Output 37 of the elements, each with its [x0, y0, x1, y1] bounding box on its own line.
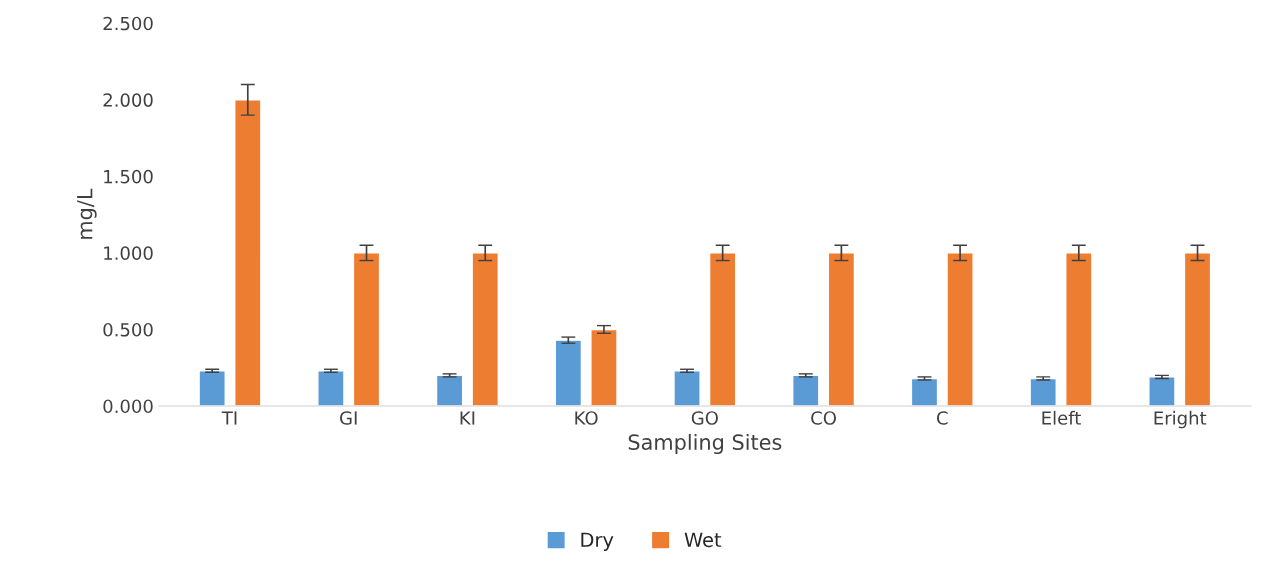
- x-tick-label: C: [936, 411, 948, 425]
- bar: [590, 328, 618, 406]
- legend-label: Dry: [581, 532, 614, 551]
- bar: [946, 252, 974, 406]
- x-tick-label: KO: [575, 411, 598, 425]
- bar: [352, 252, 381, 406]
- x-axis-title: Sampling Sites: [628, 433, 782, 455]
- legend-label: Wet: [684, 532, 722, 548]
- y-tick-label: 0.500: [103, 322, 153, 337]
- bar: [1183, 252, 1212, 406]
- bar: [827, 252, 856, 406]
- bar: [234, 99, 262, 406]
- x-tick-label: TI: [221, 411, 237, 425]
- y-tick-label: 2.000: [103, 93, 153, 107]
- bar: [910, 377, 939, 406]
- bar: [673, 370, 701, 406]
- x-tick-label: Eright: [1154, 410, 1207, 429]
- y-axis-title: mg/L: [77, 188, 97, 239]
- y-tick-label: 1.500: [104, 169, 153, 184]
- bar: [792, 374, 820, 406]
- x-tick-label: GO: [691, 411, 718, 425]
- bar: [198, 370, 226, 406]
- x-tick-label: Eleft: [1042, 410, 1081, 425]
- y-tick-label: 1.000: [104, 246, 153, 260]
- bar: [1148, 376, 1176, 406]
- bar: [1065, 252, 1093, 406]
- bar: [317, 370, 345, 406]
- x-tick-label: CO: [811, 411, 836, 425]
- x-tick-label: GI: [340, 411, 357, 425]
- bar: [435, 374, 464, 406]
- y-tick-label: 2.500: [103, 16, 153, 31]
- bar: [708, 252, 737, 406]
- bar: [471, 252, 499, 406]
- y-tick-label: 0.000: [103, 399, 153, 414]
- x-tick-label: KI: [460, 411, 475, 425]
- bar: [554, 339, 583, 406]
- bar: [1029, 377, 1057, 406]
